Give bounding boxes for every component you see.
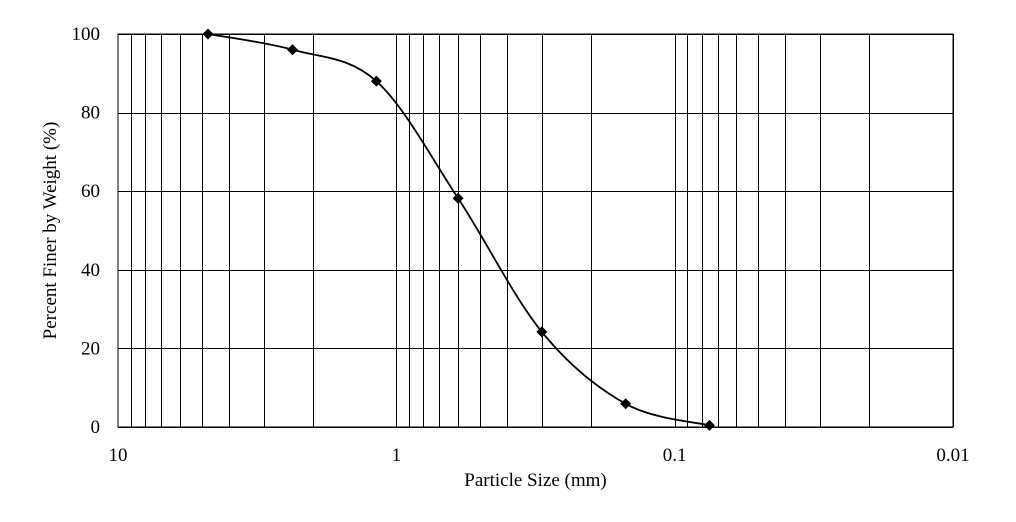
data-markers [202,28,715,431]
x-tick-label: 0.01 [936,445,969,466]
x-tick-label: 10 [109,445,128,466]
y-tick-label: 0 [91,417,101,438]
grid-layer [118,34,954,428]
data-point-marker [536,326,548,338]
plot-frame [117,33,954,428]
data-point-marker [370,75,382,87]
x-axis-title: Particle Size (mm) [464,470,606,491]
y-tick-label: 100 [72,24,101,45]
y-tick-label: 60 [81,181,100,202]
data-point-marker [287,44,299,56]
data-point-marker [703,419,715,431]
y-tick-label: 20 [81,338,100,359]
data-point-marker [202,28,214,40]
y-tick-label: 80 [81,103,100,124]
x-tick-label: 0.1 [663,445,687,466]
data-point-marker [452,192,464,204]
x-tick-label: 1 [392,445,402,466]
tick-labels: 10 1 0.1 0.01 0 20 40 60 80 100 [72,24,970,466]
y-axis-title: Percent Finer by Weight (%) [40,122,61,340]
data-point-marker [620,398,632,410]
y-tick-label: 40 [81,260,100,281]
